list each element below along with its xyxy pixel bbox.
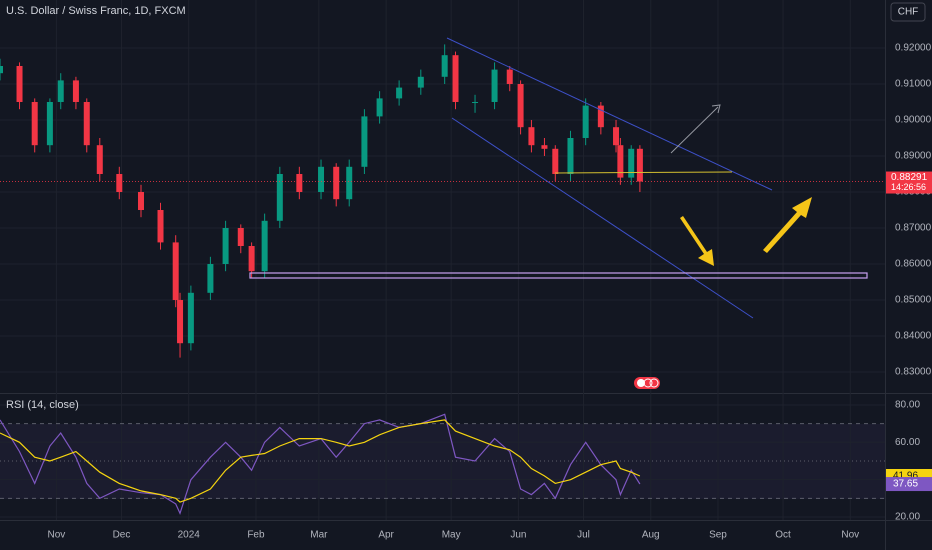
chart-title: U.S. Dollar / Swiss Franc, 1D, FXCM: [6, 5, 186, 17]
candle-body: [376, 98, 383, 117]
up-arrow: [763, 197, 812, 253]
rsi-value-label: 41.96: [893, 471, 918, 482]
candle-body: [172, 242, 179, 301]
y-tick-label: 0.90000: [895, 115, 932, 126]
channel-upper: [446, 37, 773, 191]
candle-body: [31, 101, 38, 146]
candle-body: [617, 145, 624, 178]
rsi-line: [0, 413, 641, 515]
currency-button[interactable]: [890, 2, 926, 22]
x-tick-label: Aug: [642, 530, 660, 541]
y-tick-label: 0.85000: [895, 295, 932, 306]
x-tick-label: May: [442, 530, 461, 541]
candle-body: [506, 69, 513, 84]
candle-body: [567, 137, 574, 174]
candle-body: [417, 76, 424, 88]
y-tick-label: 0.89000: [895, 151, 932, 162]
candle-body: [187, 292, 194, 344]
candle-body: [491, 69, 498, 102]
candle-body: [177, 300, 184, 344]
candle-body: [552, 148, 559, 174]
rsi-band-fill: [0, 424, 885, 499]
currency-label[interactable]: CHF: [898, 7, 919, 18]
candle-body: [0, 65, 3, 74]
rsi-value-tag: [886, 477, 932, 492]
arrow-line: [670, 106, 719, 154]
candle-body: [16, 65, 23, 102]
candle-body: [517, 83, 524, 128]
x-tick-label: Nov: [47, 530, 65, 541]
candle-body: [72, 80, 79, 102]
rsi-value-label: 37.65: [893, 479, 918, 490]
channel-lower: [451, 117, 754, 319]
candle-body: [157, 210, 164, 243]
y-tick-label: 0.91000: [895, 79, 932, 90]
candle-body: [582, 105, 589, 138]
x-tick-label: 2024: [178, 530, 201, 541]
last-price-label: 0.88291: [891, 172, 928, 183]
candle-body: [452, 55, 459, 102]
x-tick-label: Feb: [247, 530, 265, 541]
y-tick-label: 0.92000: [895, 43, 932, 54]
candle-body: [628, 148, 635, 178]
candle-body: [318, 166, 325, 192]
candle-body: [57, 80, 64, 102]
candle-body: [222, 228, 229, 265]
candles: [0, 44, 643, 358]
candle-body: [333, 166, 340, 200]
candle-body: [276, 173, 283, 221]
x-tick-label: Jul: [577, 530, 590, 541]
candle-body: [207, 264, 214, 293]
candle-body: [137, 191, 144, 211]
y-tick-label: 0.86000: [895, 259, 932, 270]
y-tick-label: 0.83000: [895, 367, 932, 378]
rsi-ma-line: [0, 419, 641, 503]
candle-body: [46, 101, 53, 146]
y-tick-label: 0.84000: [895, 331, 932, 342]
rsi-tick-label: 60.00: [895, 437, 920, 448]
x-tick-label: Oct: [775, 530, 791, 541]
grid: [0, 0, 885, 520]
candle-body: [597, 105, 604, 128]
candle-body: [346, 166, 353, 200]
indicator-icon: [634, 377, 660, 389]
x-tick-label: Jun: [510, 530, 526, 541]
last-price-tag: [886, 171, 932, 194]
candle-body: [528, 127, 535, 146]
candle-body: [613, 127, 620, 146]
candle-body: [541, 145, 548, 149]
countdown-label: 14:26:56: [891, 182, 926, 192]
candle-body: [472, 101, 479, 103]
candle-body: [636, 148, 643, 182]
arrow-head: [711, 104, 721, 114]
rsi-tick-label: 80.00: [895, 400, 920, 411]
candle-body: [396, 87, 403, 99]
x-tick-label: Nov: [841, 530, 859, 541]
candle-body: [116, 173, 123, 192]
support-line: [554, 171, 733, 174]
down-arrow: [680, 216, 714, 266]
rsi-title: RSI (14, close): [6, 399, 79, 411]
x-tick-label: Mar: [310, 530, 328, 541]
candle-body: [237, 228, 244, 247]
y-tick-label: 0.87000: [895, 223, 932, 234]
candle-body: [248, 246, 255, 272]
rsi-tick-label: 20.00: [895, 512, 920, 523]
x-tick-label: Dec: [113, 530, 131, 541]
candle-body: [96, 145, 103, 174]
support-zone: [249, 272, 868, 279]
candle-body: [83, 101, 90, 146]
candle-body: [361, 116, 368, 167]
candle-body: [441, 55, 448, 77]
x-tick-label: Apr: [378, 530, 394, 541]
candle-body: [261, 220, 268, 272]
x-tick-label: Sep: [709, 530, 727, 541]
candle-body: [296, 173, 303, 192]
